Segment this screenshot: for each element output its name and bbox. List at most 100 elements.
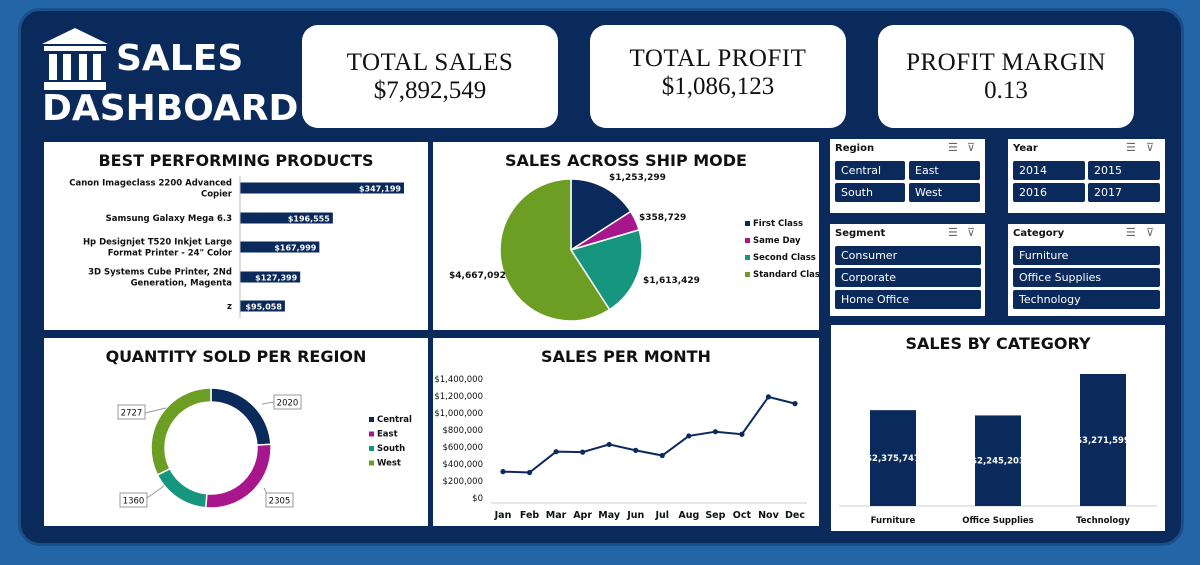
ship-mode-svg: SALES ACROSS SHIP MODE $1,253,299 $358,729…: [449, 151, 825, 322]
x-tick-label: Feb: [520, 510, 540, 521]
sales-point: [792, 401, 798, 407]
region-data-label: 2727: [121, 409, 143, 419]
legend-label: South: [377, 444, 405, 454]
x-tick-label: Sep: [705, 510, 725, 521]
product-category-label: Generation, Magenta: [131, 279, 233, 289]
slicer-item-2015[interactable]: 2015: [1088, 161, 1160, 180]
x-tick-label: Oct: [733, 510, 752, 521]
slicer-item-home-office[interactable]: Home Office: [835, 290, 981, 309]
y-tick-label: $600,000: [442, 443, 483, 453]
y-tick-label: $0: [472, 494, 483, 504]
region-donut-slice: [150, 387, 212, 476]
category-bar-label: $2,375,747: [866, 454, 920, 464]
sales-line: [502, 395, 796, 474]
region-donut-slice: [204, 443, 272, 509]
clear-filter-icon[interactable]: ⊽: [1146, 227, 1155, 239]
category-bar-label: $2,245,203: [971, 457, 1025, 467]
sales-point: [633, 447, 639, 453]
ship-mode-data-label: $1,253,299: [609, 173, 666, 183]
legend-swatch: [745, 272, 750, 277]
ship-mode-data-label: $358,729: [639, 213, 686, 223]
product-category-label: Format Printer - 24" Color: [108, 249, 233, 259]
clear-filter-icon[interactable]: ⊽: [967, 227, 976, 239]
slicer-item-2014[interactable]: 2014: [1013, 161, 1085, 180]
product-category-label: Samsung Galaxy Mega 6.3: [106, 214, 232, 224]
legend-swatch: [369, 446, 374, 451]
y-tick-label: $200,000: [442, 477, 483, 487]
category-tick-label: Technology: [1076, 516, 1130, 526]
x-tick-label: Apr: [573, 510, 592, 521]
region-label-box: [117, 404, 146, 420]
category-bar: [975, 415, 1021, 506]
best-products-svg: BEST PERFORMING PRODUCTS $347,199 Canon Im…: [69, 151, 404, 318]
slicer-item-2016[interactable]: 2016: [1013, 183, 1085, 202]
chart-quantity-region: QUANTITY SOLD PER REGION 2020 2305 1360 2727…: [44, 338, 428, 526]
y-tick-label: $1,000,000: [434, 409, 483, 419]
legend-swatch: [369, 460, 374, 466]
slicer-item-corporate[interactable]: Corporate: [835, 268, 981, 287]
legend-swatch: [369, 431, 374, 437]
slicer-category: Category ☰ ⊽ Furniture Office Supplies T…: [1008, 224, 1165, 316]
multi-select-icon[interactable]: ☰: [948, 142, 958, 154]
slicer-title: Year: [1013, 143, 1038, 154]
product-bar-label: $127,399: [255, 274, 297, 283]
slicer-title: Category: [1013, 228, 1065, 239]
sales-point: [526, 469, 533, 476]
bank-building-icon: [42, 28, 108, 90]
sales-month-svg: SALES PER MONTH $0 $200,000 $400,000 $600,00…: [434, 347, 807, 521]
category-bar: [870, 410, 916, 506]
slicer-segment: Segment ☰ ⊽ Consumer Corporate Home Offi…: [830, 224, 985, 316]
x-tick-label: Mar: [546, 510, 567, 521]
slicer-year: Year ☰ ⊽ 2014 2015 2016 2017: [1008, 139, 1165, 213]
x-tick-label: May: [598, 510, 621, 521]
chart-title: SALES BY CATEGORY: [905, 334, 1091, 353]
slicer-item-central[interactable]: Central: [835, 161, 905, 180]
sales-point: [659, 452, 665, 459]
chart-title: SALES PER MONTH: [541, 347, 711, 366]
slicer-item-technology[interactable]: Technology: [1013, 290, 1160, 309]
x-tick-label: Nov: [758, 510, 779, 521]
product-bar: [240, 241, 320, 253]
product-bar-label: $347,199: [359, 185, 401, 194]
slicer-item-east[interactable]: East: [909, 161, 980, 180]
clear-filter-icon[interactable]: ⊽: [967, 142, 976, 154]
product-category-label: Hp Designjet T520 Inkjet Large: [83, 238, 232, 248]
sales-point: [712, 429, 718, 435]
slicer-item-2017[interactable]: 2017: [1088, 183, 1160, 202]
region-leader-line: [144, 407, 167, 414]
sales-point: [580, 449, 586, 455]
region-data-label: 2020: [277, 399, 299, 409]
y-tick-label: $400,000: [442, 460, 483, 470]
clear-filter-icon[interactable]: ⊽: [1146, 142, 1155, 154]
kpi-value: $1,086,123: [661, 73, 775, 100]
slicer-region: Region ☰ ⊽ Central East South West: [830, 139, 985, 213]
slicer-item-office-supplies[interactable]: Office Supplies: [1013, 268, 1160, 287]
kpi-label: TOTAL SALES: [346, 49, 514, 76]
multi-select-icon[interactable]: ☰: [1126, 227, 1136, 239]
legend-label: First Class: [753, 219, 803, 229]
y-tick-label: $1,200,000: [434, 392, 483, 402]
product-category-label: Copier: [201, 190, 233, 200]
legend-swatch: [745, 238, 750, 243]
multi-select-icon[interactable]: ☰: [1126, 142, 1136, 154]
product-bar-label: $196,555: [288, 215, 330, 224]
slicer-item-west[interactable]: West: [909, 183, 980, 202]
multi-select-icon[interactable]: ☰: [948, 227, 958, 239]
x-tick-label: Jul: [654, 510, 669, 521]
region-donut-slice: [210, 387, 272, 446]
legend-label: Second Class: [753, 253, 816, 263]
kpi-total-sales: TOTAL SALES $7,892,549: [302, 25, 558, 128]
slicer-item-south[interactable]: South: [835, 183, 905, 202]
region-label-box: [273, 394, 302, 410]
sales-point: [686, 433, 692, 439]
slicer-title: Segment: [835, 228, 886, 239]
slicer-item-consumer[interactable]: Consumer: [835, 246, 981, 265]
chart-ship-mode: SALES ACROSS SHIP MODE $1,253,299 $358,729…: [433, 142, 825, 330]
sales-point: [765, 394, 772, 400]
product-category-label: Canon Imageclass 2200 Advanced: [69, 179, 232, 189]
category-tick-label: Office Supplies: [962, 516, 1033, 526]
x-tick-label: Jan: [494, 510, 512, 521]
slicer-item-furniture[interactable]: Furniture: [1013, 246, 1160, 265]
sales-point: [606, 441, 612, 448]
category-bar: [1080, 374, 1126, 506]
